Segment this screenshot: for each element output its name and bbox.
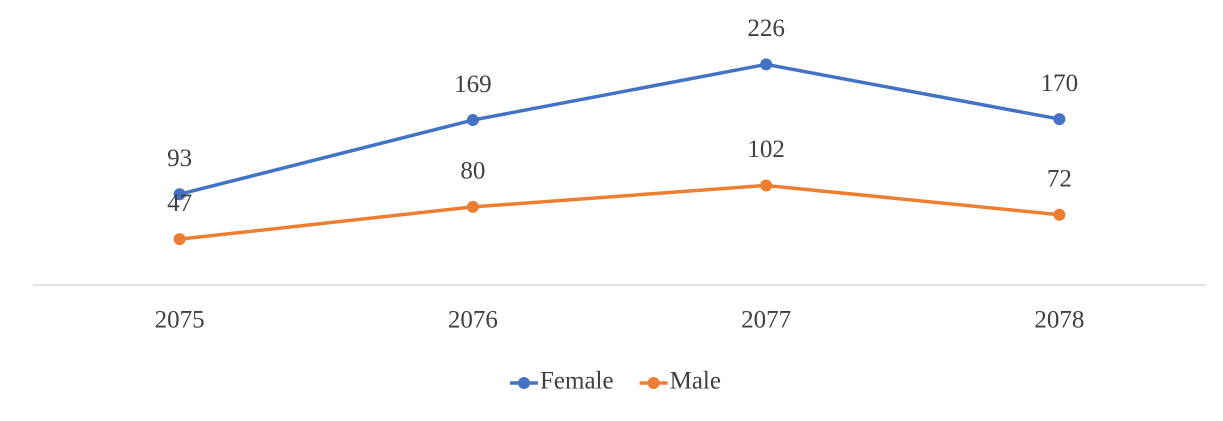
data-point — [173, 188, 186, 201]
x-tick-label: 2076 — [448, 307, 498, 334]
data-point — [1053, 113, 1066, 126]
data-label: 93 — [167, 145, 192, 172]
data-point — [466, 200, 479, 213]
legend-swatch — [518, 377, 530, 389]
series-line — [179, 183, 1060, 241]
data-point — [173, 233, 186, 246]
data-point — [760, 179, 773, 192]
legend-label: Female — [540, 368, 614, 395]
data-label: 170 — [1041, 70, 1079, 97]
data-label: 80 — [460, 158, 485, 185]
data-point — [1053, 208, 1066, 221]
x-tick-label: 2075 — [155, 307, 205, 334]
data-point — [466, 114, 479, 127]
legend-swatch — [647, 377, 660, 389]
series-line — [179, 62, 1060, 196]
legend-item: Male — [639, 368, 721, 395]
data-label: 226 — [747, 15, 785, 42]
data-label: 102 — [747, 136, 785, 163]
legend-item: Female — [510, 368, 614, 395]
data-point — [760, 58, 773, 71]
data-label: 47 — [167, 190, 192, 217]
x-tick-label: 2078 — [1034, 307, 1084, 334]
legend-label: Male — [670, 368, 721, 395]
x-tick-label: 2077 — [741, 307, 791, 334]
data-label: 169 — [454, 71, 492, 98]
data-label: 72 — [1047, 165, 1072, 192]
